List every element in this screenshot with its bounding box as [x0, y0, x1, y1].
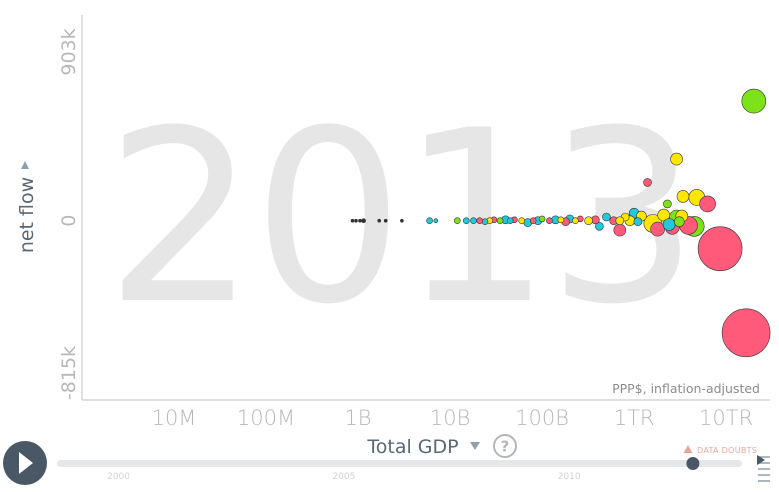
data-bubble[interactable]	[470, 217, 477, 224]
data-bubble[interactable]	[546, 217, 553, 224]
data-bubble[interactable]	[506, 217, 514, 224]
data-bubble[interactable]	[572, 217, 579, 224]
data-bubble[interactable]	[633, 217, 643, 226]
data-bubble[interactable]	[673, 216, 685, 227]
data-bubble[interactable]	[584, 216, 593, 225]
x-tick-label: 10TR	[699, 406, 753, 430]
data-bubble[interactable]	[699, 195, 716, 213]
y-tick-label: 903k	[58, 28, 80, 75]
help-button[interactable]: ?	[493, 434, 517, 458]
data-bubble[interactable]	[615, 216, 625, 225]
x-axis-title[interactable]: Total GDP	[366, 436, 458, 458]
data-bubble[interactable]	[538, 215, 546, 223]
background-year-label: 2013	[105, 80, 695, 357]
data-bubble[interactable]	[426, 217, 433, 224]
data-bubble[interactable]	[476, 217, 484, 224]
y-tick-label: 0	[58, 215, 80, 227]
timeline-year-label: 2005	[332, 472, 355, 482]
data-doubts-link[interactable]: DATA DOUBTS	[683, 445, 758, 455]
data-bubble[interactable]	[557, 216, 565, 224]
speed-menu-icon[interactable]	[757, 455, 770, 482]
y-axis-title[interactable]: net flow	[16, 177, 38, 253]
data-bubble[interactable]	[350, 218, 355, 223]
timeline-year-labels: 2000 2005 2010	[107, 472, 581, 482]
data-bubble[interactable]	[354, 218, 358, 223]
data-bubble[interactable]	[602, 212, 611, 222]
data-bubble[interactable]	[377, 218, 382, 223]
y-axis-title-group[interactable]: net flow	[16, 161, 38, 253]
timeline-track[interactable]	[57, 460, 742, 467]
data-bubble[interactable]	[518, 217, 526, 224]
help-circle-icon[interactable]	[493, 434, 517, 458]
timeline-handle[interactable]	[686, 457, 700, 470]
x-axis-dropdown-icon[interactable]	[470, 442, 480, 450]
x-tick-label: 10B	[430, 406, 470, 430]
x-tick-label: 10M	[152, 406, 197, 430]
y-tick-label: -815k	[58, 346, 80, 400]
data-bubble[interactable]	[662, 218, 676, 231]
data-bubble[interactable]	[433, 218, 439, 223]
data-bubble[interactable]	[496, 217, 504, 224]
data-bubble[interactable]	[663, 199, 672, 209]
data-bubble[interactable]	[481, 218, 489, 225]
data-bubble[interactable]	[361, 218, 366, 223]
data-bubble[interactable]	[697, 226, 743, 271]
warning-icon	[683, 445, 693, 453]
unit-note: PPP$, inflation-adjusted	[612, 381, 760, 396]
data-bubble[interactable]	[358, 218, 362, 223]
x-tick-label: 1TR	[614, 406, 655, 430]
data-bubble[interactable]	[676, 190, 690, 203]
data-bubble[interactable]	[613, 223, 627, 237]
data-bubble[interactable]	[383, 218, 388, 223]
data-bubble[interactable]	[453, 217, 461, 224]
data-bubble[interactable]	[670, 152, 683, 166]
y-tick-labels: 903k 0 -815k	[58, 28, 80, 400]
x-tick-label: 100B	[515, 406, 569, 430]
data-bubble[interactable]	[529, 217, 537, 224]
bubbles[interactable]	[350, 88, 771, 358]
x-tick-labels: 10M 100M 1B 10B 100B 1TR 10TR	[152, 406, 754, 430]
data-bubble[interactable]	[657, 208, 671, 222]
data-bubble[interactable]	[400, 218, 404, 223]
x-tick-label: 1B	[344, 406, 371, 430]
y-axis-dropdown-icon[interactable]	[21, 161, 29, 169]
play-icon	[19, 452, 33, 474]
data-bubble[interactable]	[741, 88, 767, 114]
data-bubble[interactable]	[721, 308, 771, 358]
timeline-year-label: 2000	[107, 472, 130, 482]
data-bubble[interactable]	[462, 217, 470, 224]
x-tick-label: 100M	[237, 406, 295, 430]
data-bubble[interactable]	[643, 178, 652, 187]
timeline-year-label: 2010	[558, 472, 581, 482]
data-bubble[interactable]	[595, 222, 604, 231]
data-doubts-label[interactable]: DATA DOUBTS	[697, 446, 757, 455]
speed-pointer-icon	[757, 455, 765, 465]
help-question-icon: ?	[501, 438, 510, 456]
data-bubble[interactable]	[650, 221, 665, 237]
play-button[interactable]	[3, 441, 47, 485]
